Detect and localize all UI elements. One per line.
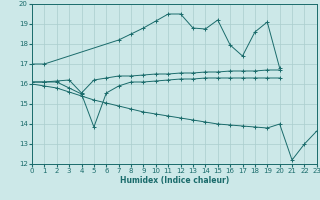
X-axis label: Humidex (Indice chaleur): Humidex (Indice chaleur)	[120, 176, 229, 185]
